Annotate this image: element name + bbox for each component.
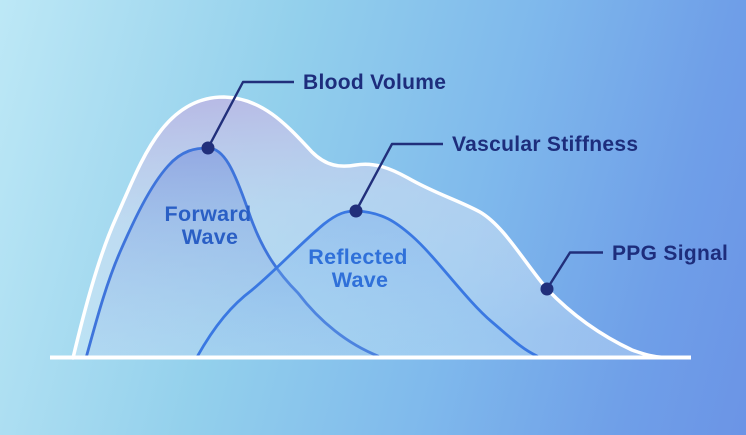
reflected-wave-label: Reflected Wave xyxy=(308,245,407,292)
blood-volume-label: Blood Volume xyxy=(303,71,446,94)
vascular-stiffness-dot xyxy=(349,204,363,218)
callout-vascular-stiffness: Vascular Stiffness xyxy=(349,133,638,218)
callout-ppg-signal: PPG Signal xyxy=(540,242,728,296)
callout-blood-volume: Blood Volume xyxy=(201,71,446,155)
blood-volume-leader-line xyxy=(206,80,294,149)
vascular-stiffness-label: Vascular Stiffness xyxy=(452,133,638,156)
forward-wave-label-line2: Wave xyxy=(182,225,239,249)
blood-volume-dot xyxy=(201,141,215,155)
ppg-signal-dot xyxy=(540,282,554,296)
vascular-stiffness-leader-line xyxy=(354,142,443,212)
forward-wave-label: Forward Wave xyxy=(165,202,252,249)
ppg-envelope-outline xyxy=(71,95,666,360)
forward-wave-label-line1: Forward xyxy=(165,202,252,226)
reflected-wave-label-line2: Wave xyxy=(332,268,389,292)
ppg-signal-label: PPG Signal xyxy=(612,242,728,265)
reflected-wave-label-line1: Reflected xyxy=(308,245,407,269)
ppg-signal-leader-line xyxy=(545,251,603,290)
